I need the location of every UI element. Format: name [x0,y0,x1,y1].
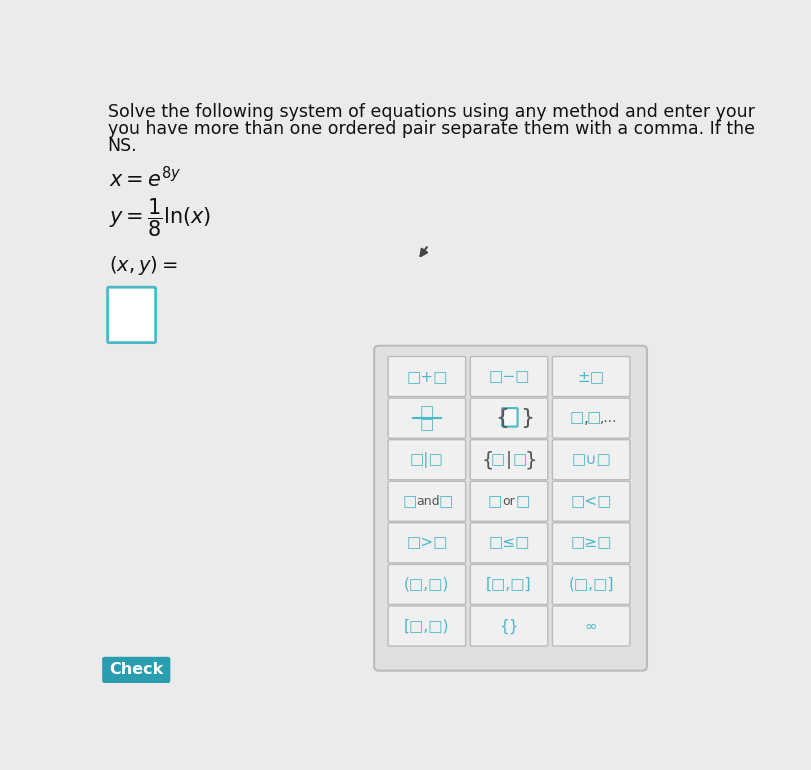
Text: □<□: □<□ [570,494,612,509]
Text: ,: , [584,410,589,426]
FancyBboxPatch shape [374,346,647,671]
FancyBboxPatch shape [552,606,630,646]
FancyBboxPatch shape [470,606,547,646]
FancyBboxPatch shape [552,564,630,604]
Text: □≥□: □≥□ [570,535,612,551]
Text: □: □ [513,452,527,467]
Text: and: and [416,495,440,507]
FancyBboxPatch shape [388,606,466,646]
Text: you have more than one ordered pair separate them with a comma. If the: you have more than one ordered pair sepa… [108,120,754,138]
FancyBboxPatch shape [102,657,170,683]
Text: $x=e^{8y}$: $x=e^{8y}$ [109,166,182,191]
FancyBboxPatch shape [552,398,630,438]
Text: or: or [503,495,516,507]
FancyBboxPatch shape [552,523,630,563]
Text: $(x,y)=$: $(x,y)=$ [109,254,178,277]
Text: □: □ [419,404,434,420]
FancyBboxPatch shape [388,398,466,438]
Text: $y=\dfrac{1}{8}\ln(x)$: $y=\dfrac{1}{8}\ln(x)$ [109,196,212,239]
FancyBboxPatch shape [388,523,466,563]
Text: □: □ [516,494,530,509]
Text: Check: Check [109,662,163,678]
FancyBboxPatch shape [552,481,630,521]
Text: □: □ [419,417,434,433]
Text: □: □ [491,452,505,467]
FancyBboxPatch shape [470,357,547,397]
Text: □: □ [488,494,502,509]
Text: ,...: ,... [599,411,617,425]
Text: (□,□]: (□,□] [569,577,614,592]
Text: {: { [495,408,509,428]
Text: □: □ [587,410,602,426]
FancyBboxPatch shape [470,564,547,604]
Text: □∪□: □∪□ [571,452,611,467]
FancyBboxPatch shape [388,440,466,480]
Text: □−□: □−□ [488,369,530,384]
FancyBboxPatch shape [470,440,547,480]
Text: }: } [520,408,534,428]
Text: NS.: NS. [108,137,137,155]
Text: □+□: □+□ [406,369,448,384]
FancyBboxPatch shape [552,357,630,397]
FancyBboxPatch shape [552,440,630,480]
Text: (□,□): (□,□) [404,577,449,592]
Text: ∞: ∞ [585,618,598,634]
FancyBboxPatch shape [502,408,517,427]
Text: ±□: ±□ [577,369,605,384]
Text: |: | [506,450,512,469]
Text: {}: {} [500,618,519,634]
Text: □: □ [570,410,585,426]
FancyBboxPatch shape [388,564,466,604]
Text: □>□: □>□ [406,535,448,551]
FancyBboxPatch shape [388,481,466,521]
FancyBboxPatch shape [388,357,466,397]
Text: □: □ [438,494,453,509]
Text: {: { [481,450,494,469]
FancyBboxPatch shape [470,398,547,438]
Text: [□,□): [□,□) [404,618,449,634]
FancyBboxPatch shape [108,287,156,343]
Text: □|□: □|□ [410,452,444,467]
Text: }: } [525,450,537,469]
Text: Solve the following system of equations using any method and enter your: Solve the following system of equations … [108,103,754,121]
Text: □: □ [402,494,417,509]
Text: [□,□]: [□,□] [487,577,532,592]
Text: □≤□: □≤□ [488,535,530,551]
FancyBboxPatch shape [470,523,547,563]
FancyBboxPatch shape [470,481,547,521]
